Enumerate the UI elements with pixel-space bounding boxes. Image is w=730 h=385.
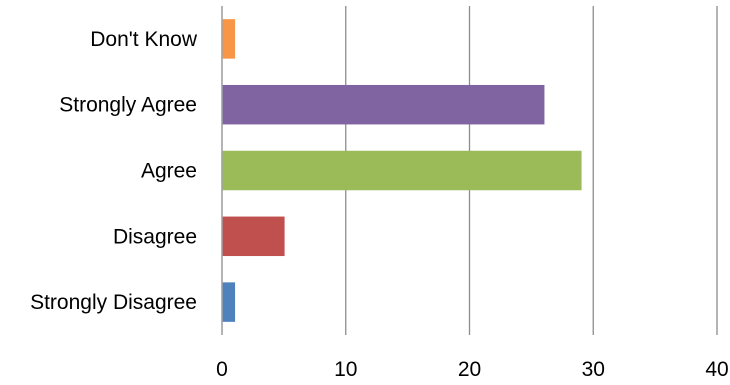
- bar-agree: [222, 150, 582, 191]
- category-label-don-t-know: Don't Know: [90, 28, 198, 51]
- x-tick-label-0: 0: [216, 358, 228, 381]
- category-labels: Strongly Disagree Disagree Agree Strongly A…: [30, 28, 198, 314]
- x-tick-label-40: 40: [705, 358, 728, 381]
- x-tick-label-10: 10: [334, 358, 357, 381]
- bar-disagree: [222, 216, 285, 257]
- category-label-agree: Agree: [141, 160, 197, 183]
- category-label-disagree: Disagree: [113, 225, 197, 248]
- category-label-strongly-disagree: Strongly Disagree: [30, 291, 197, 314]
- bars: [222, 19, 582, 322]
- bar-strongly-agree: [222, 84, 545, 125]
- bar-don-t-know: [222, 19, 236, 59]
- x-tick-label-20: 20: [458, 358, 481, 381]
- bar-strongly-disagree: [222, 282, 236, 322]
- x-axis-tick-labels: 0 10 20 30 40: [216, 358, 729, 381]
- x-tick-label-30: 30: [582, 358, 605, 381]
- category-label-strongly-agree: Strongly Agree: [59, 94, 197, 117]
